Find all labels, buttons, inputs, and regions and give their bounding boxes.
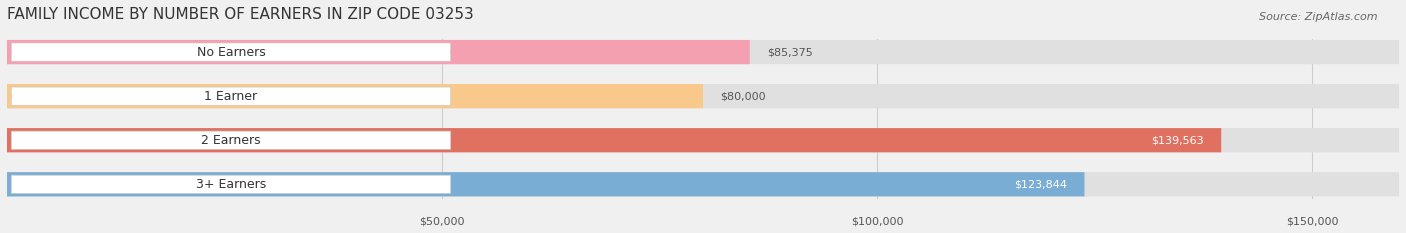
Text: $139,563: $139,563 xyxy=(1152,135,1204,145)
FancyBboxPatch shape xyxy=(11,175,451,193)
FancyBboxPatch shape xyxy=(7,128,1399,152)
Text: $85,375: $85,375 xyxy=(768,47,813,57)
FancyBboxPatch shape xyxy=(7,40,749,64)
FancyBboxPatch shape xyxy=(11,131,451,149)
Text: 2 Earners: 2 Earners xyxy=(201,134,260,147)
Text: $123,844: $123,844 xyxy=(1014,179,1067,189)
FancyBboxPatch shape xyxy=(7,84,1399,108)
FancyBboxPatch shape xyxy=(11,43,451,61)
FancyBboxPatch shape xyxy=(7,172,1084,196)
Text: 1 Earner: 1 Earner xyxy=(204,90,257,103)
Text: FAMILY INCOME BY NUMBER OF EARNERS IN ZIP CODE 03253: FAMILY INCOME BY NUMBER OF EARNERS IN ZI… xyxy=(7,7,474,22)
FancyBboxPatch shape xyxy=(11,87,451,105)
FancyBboxPatch shape xyxy=(7,40,1399,64)
FancyBboxPatch shape xyxy=(7,128,1222,152)
FancyBboxPatch shape xyxy=(7,172,1399,196)
Text: 3+ Earners: 3+ Earners xyxy=(195,178,266,191)
Text: $80,000: $80,000 xyxy=(720,91,766,101)
Text: No Earners: No Earners xyxy=(197,46,266,58)
Text: Source: ZipAtlas.com: Source: ZipAtlas.com xyxy=(1260,12,1378,22)
FancyBboxPatch shape xyxy=(7,84,703,108)
